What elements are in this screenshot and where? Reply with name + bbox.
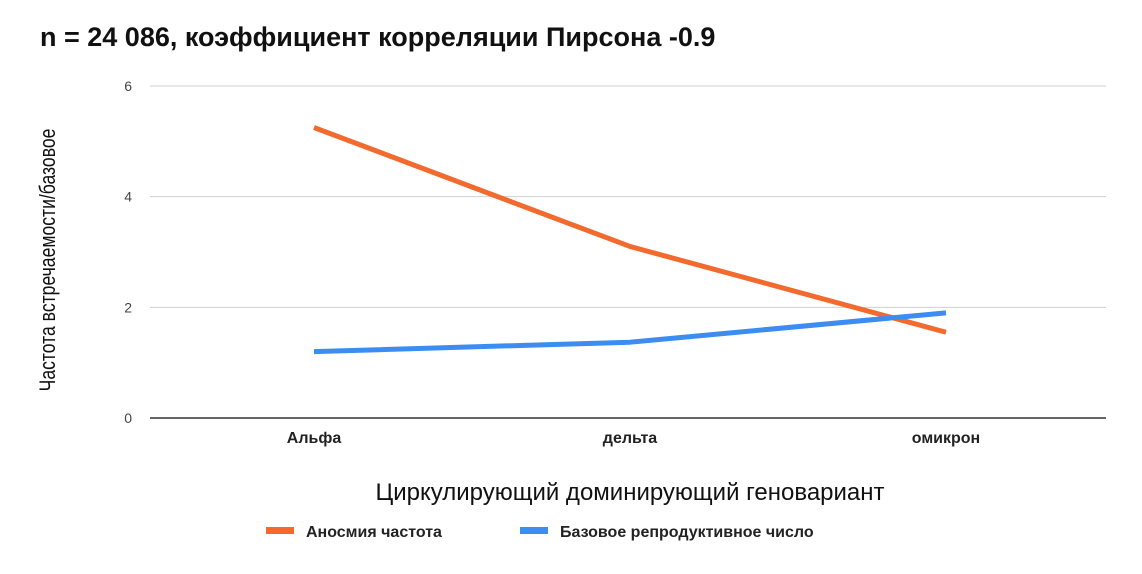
series-line — [313, 125, 947, 335]
legend-swatch — [266, 527, 294, 534]
legend-swatch — [520, 527, 548, 534]
y-tick-label: 4 — [124, 189, 132, 205]
y-tick-label: 6 — [124, 78, 132, 94]
legend-label: Базовое репродуктивное число — [560, 524, 814, 541]
y-tick-label: 2 — [124, 299, 132, 315]
y-tick-label: 0 — [124, 410, 132, 426]
legend-label: Аносмия частота — [306, 524, 442, 541]
y-axis-title: Частота встречаемости/базовое — [36, 129, 60, 392]
legend: Аносмия частота Базовое репродуктивное чи… — [266, 524, 814, 541]
x-tick-label: Альфа — [287, 430, 342, 447]
series-lines — [313, 125, 947, 355]
x-tick-labels: Альфа дельта омикрон — [287, 430, 980, 447]
y-tick-labels: 0 2 4 6 — [124, 78, 132, 426]
x-axis-title: Циркулирующий доминирующий геновариант — [375, 479, 884, 506]
series-line — [313, 310, 947, 355]
x-tick-label: дельта — [603, 430, 657, 447]
x-tick-label: омикрон — [912, 430, 980, 447]
gridlines — [150, 85, 1106, 419]
chart-title: n = 24 086, коэффициент корреляции Пирсо… — [40, 22, 716, 52]
